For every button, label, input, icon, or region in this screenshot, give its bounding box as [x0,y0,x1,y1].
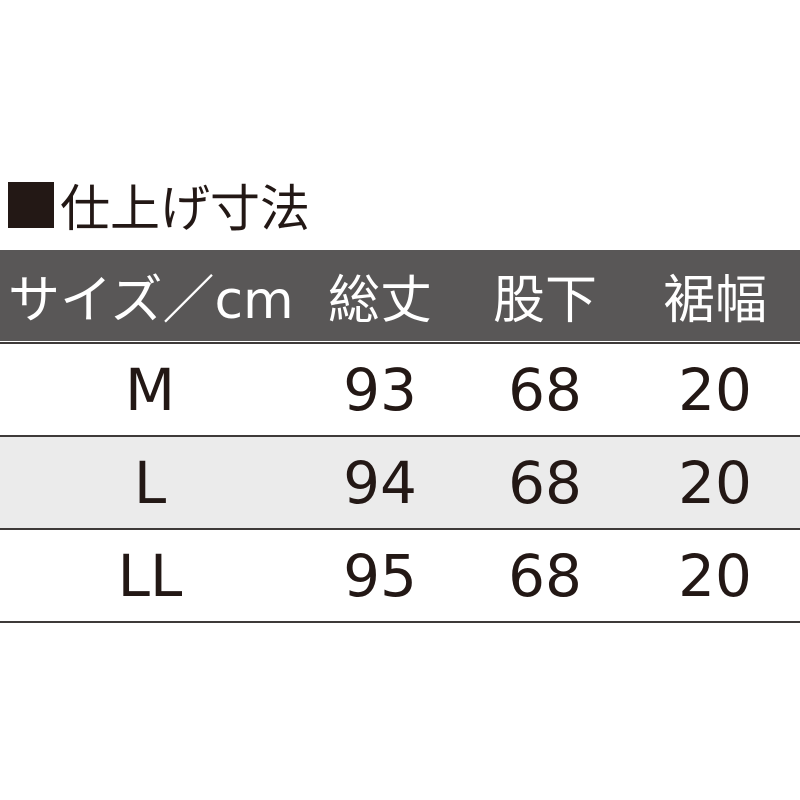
inseam-cell: 68 [508,541,582,610]
header-inseam: 股下 [492,271,597,331]
table-header: サイズ／cm 総丈 股下 裾幅 [0,250,800,341]
total-length-cell: 95 [343,541,417,610]
hem-width-cell: 20 [678,541,752,610]
size-cell: L [133,448,167,517]
total-length-cell: 94 [343,448,417,517]
table-row: LL 95 68 20 [0,530,800,623]
header-total-length: 総丈 [327,271,432,331]
header-hem-width: 裾幅 [662,271,767,331]
inseam-cell: 68 [508,355,582,424]
hem-width-cell: 20 [678,355,752,424]
total-length-cell: 93 [343,355,417,424]
section-title: 仕上げ寸法 [8,172,310,238]
size-cell: LL [117,541,183,610]
square-bullet-icon [8,182,54,228]
table-row: L 94 68 20 [0,437,800,530]
header-size: サイズ／cm [8,271,294,331]
title-text: 仕上げ寸法 [60,180,310,238]
inseam-cell: 68 [508,448,582,517]
table-row: M 93 68 20 [0,342,800,437]
size-cell: M [124,355,176,424]
hem-width-cell: 20 [678,448,752,517]
